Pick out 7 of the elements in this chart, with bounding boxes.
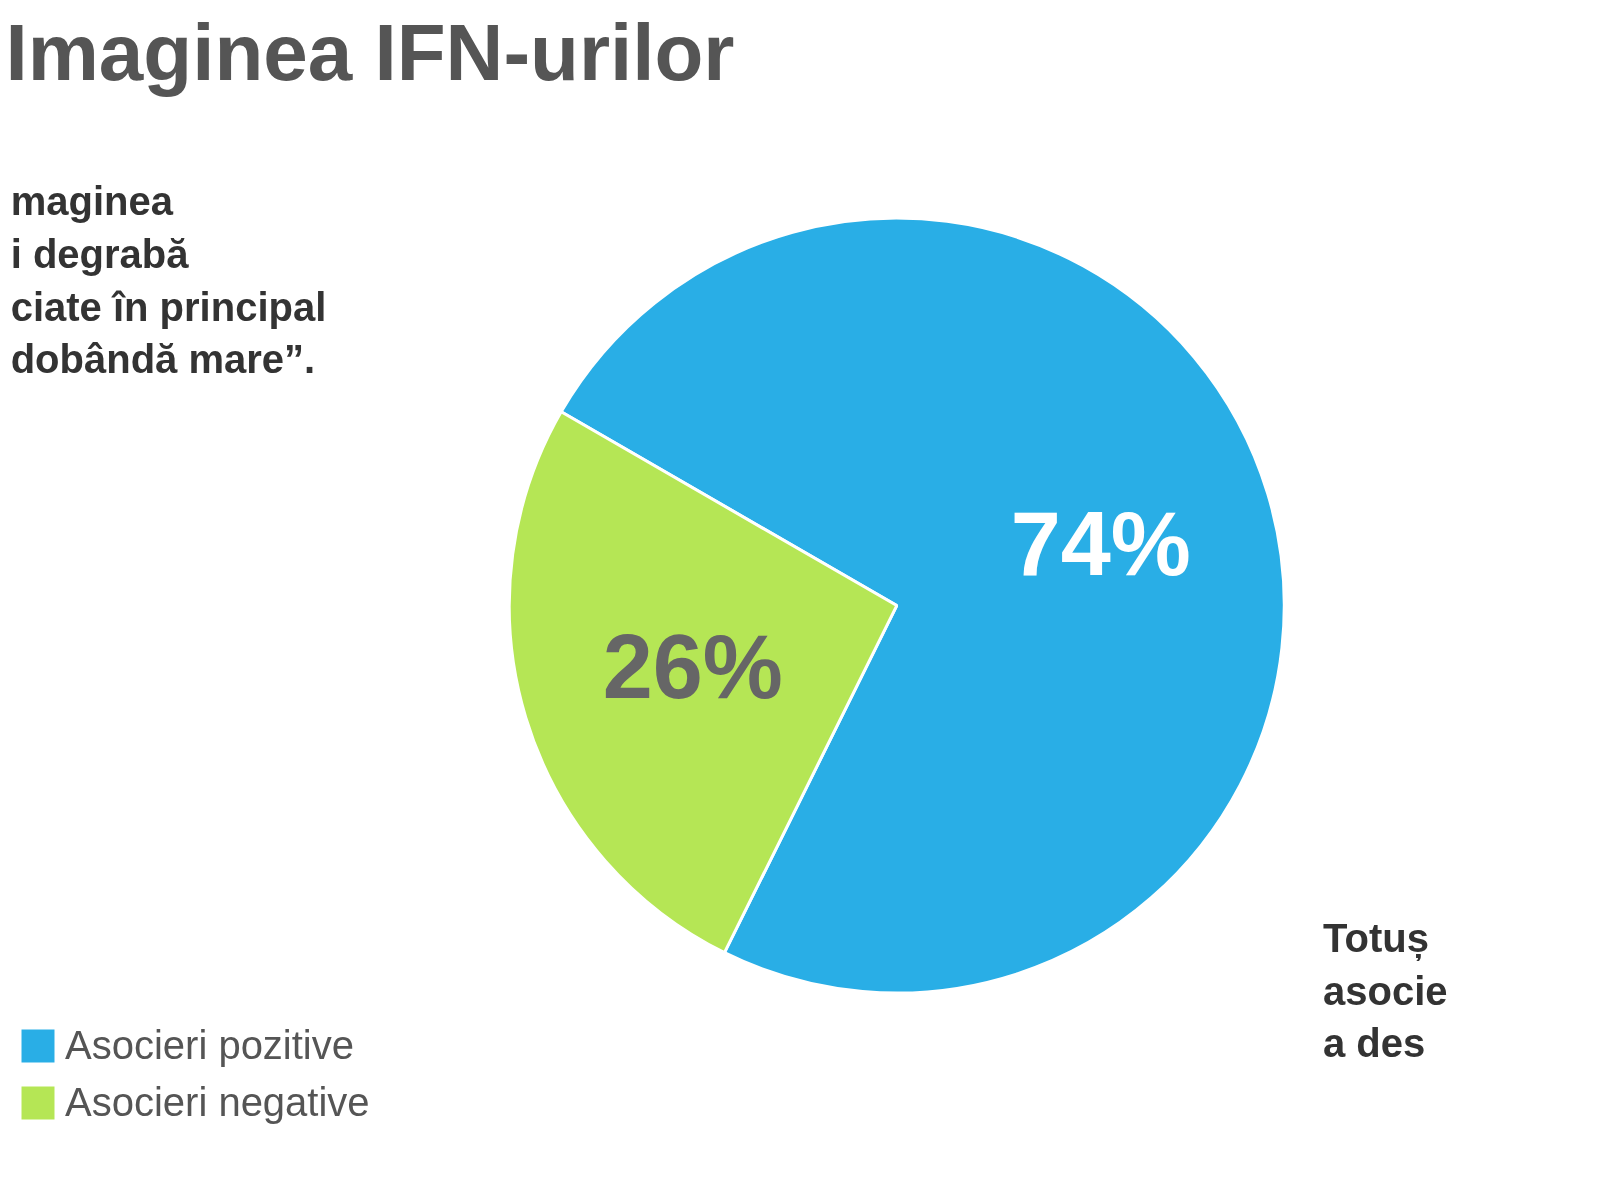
data-label: 74% xyxy=(1010,493,1191,594)
legend-label: Asocieri pozitive xyxy=(65,1023,355,1068)
legend-label: Asocieri negative xyxy=(65,1080,370,1125)
data-label: 26% xyxy=(602,617,783,718)
chart-title: Imaginea IFN-urilor xyxy=(5,7,735,97)
text: Totuș asocie a des xyxy=(1323,915,1448,1066)
text: maginea i degrabă ciate în principal dobândă mare”. xyxy=(10,179,327,382)
